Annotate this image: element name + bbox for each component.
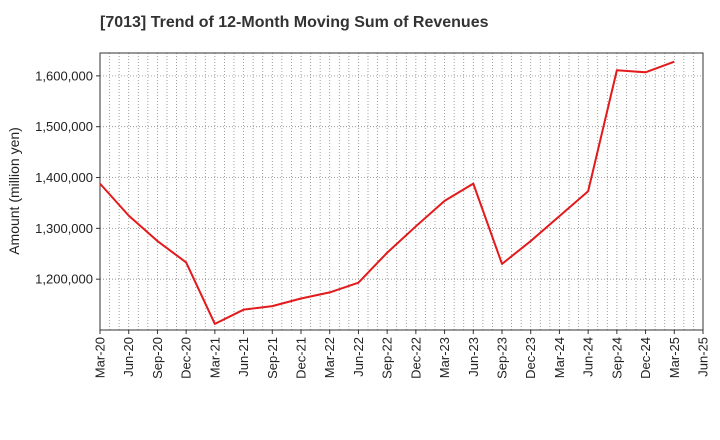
x-tick-label: Mar-23 bbox=[437, 337, 452, 378]
x-tick-label: Sep-22 bbox=[380, 337, 395, 379]
x-tick-label: Jun-25 bbox=[696, 337, 711, 377]
x-tick-label: Sep-24 bbox=[609, 337, 624, 379]
x-tick-label: Dec-24 bbox=[638, 337, 653, 379]
x-axis-ticks: Mar-20 Jun-20 Sep-20 Dec-20 Mar-21 Jun-21 Sep-… bbox=[93, 330, 711, 379]
plot-area-frame bbox=[99, 52, 704, 331]
x-tick-label: Dec-21 bbox=[294, 337, 309, 379]
revenue-series-line bbox=[99, 60, 675, 325]
y-tick-label: 1,200,000 bbox=[35, 272, 93, 287]
x-tick-label: Mar-25 bbox=[667, 337, 682, 378]
x-tick-label: Mar-20 bbox=[93, 337, 108, 378]
x-tick-label: Mar-22 bbox=[322, 337, 337, 378]
x-tick-label: Jun-21 bbox=[236, 337, 251, 377]
x-tick-label: Jun-20 bbox=[121, 337, 136, 377]
y-tick-label: 1,400,000 bbox=[35, 170, 93, 185]
series-group bbox=[99, 60, 675, 325]
grid-lines bbox=[100, 53, 703, 330]
x-tick-label: Dec-23 bbox=[523, 337, 538, 379]
x-tick-label: Dec-22 bbox=[408, 337, 423, 379]
y-tick-label: 1,300,000 bbox=[35, 221, 93, 236]
y-tick-label: 1,500,000 bbox=[35, 119, 93, 134]
x-tick-label: Mar-21 bbox=[207, 337, 222, 378]
x-tick-label: Jun-24 bbox=[581, 337, 596, 377]
x-tick-label: Jun-23 bbox=[466, 337, 481, 377]
x-tick-label: Sep-23 bbox=[495, 337, 510, 379]
x-tick-label: Jun-22 bbox=[351, 337, 366, 377]
y-axis-label: Amount (million yen) bbox=[6, 127, 22, 255]
y-tick-label: 1,600,000 bbox=[35, 68, 93, 83]
x-tick-label: Dec-20 bbox=[179, 337, 194, 379]
chart-title: [7013] Trend of 12-Month Moving Sum of R… bbox=[100, 14, 489, 31]
x-tick-label: Sep-20 bbox=[150, 337, 165, 379]
y-axis-ticks: 1,200,000 1,300,000 1,400,000 1,500,000 1,60… bbox=[35, 68, 100, 287]
x-tick-label: Sep-21 bbox=[265, 337, 280, 379]
x-tick-label: Mar-24 bbox=[552, 337, 567, 378]
